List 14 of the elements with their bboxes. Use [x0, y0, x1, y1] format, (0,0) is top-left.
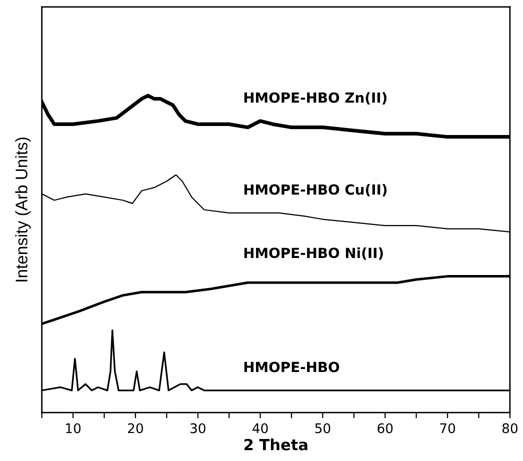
x-tick-label: 70 [440, 423, 456, 434]
x-tick-label: 80 [502, 423, 518, 434]
x-axis-title: 2 Theta [244, 438, 308, 450]
series-label: HMOPE-HBO Zn(II) [244, 92, 386, 104]
x-tick-label: 50 [315, 423, 330, 434]
series-label: HMOPE-HBO Cu(II) [244, 184, 387, 196]
y-axis-title: Intensity (Arb Units) [15, 138, 31, 282]
x-tick-label: 20 [128, 423, 143, 434]
series-label: HMOPE-HBO [244, 362, 340, 372]
x-tick-label: 40 [252, 423, 268, 434]
x-tick-label: 60 [378, 423, 393, 434]
x-tick-label: 10 [66, 423, 81, 434]
x-tick-label: 30 [190, 423, 206, 434]
series-label: HMOPE-HBO Ni(II) [244, 247, 383, 260]
